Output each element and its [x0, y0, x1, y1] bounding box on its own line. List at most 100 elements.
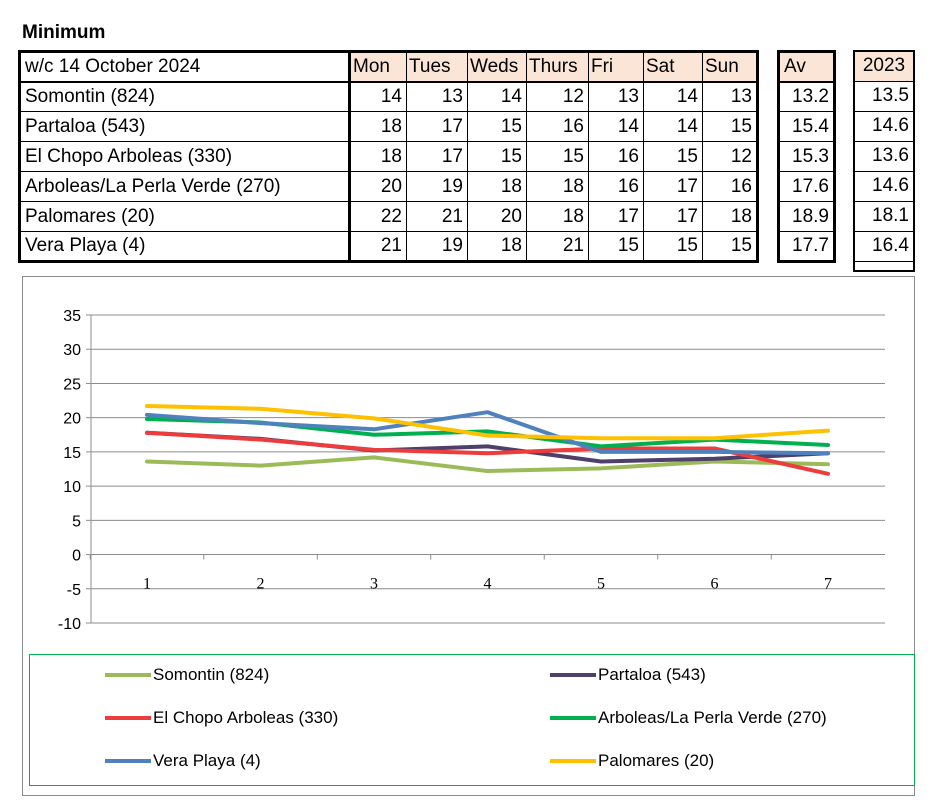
y-tick-label: 15: [63, 445, 81, 462]
temperature-table: w/c 14 October 2024 Mon Tues Weds Thurs …: [18, 50, 759, 263]
average-cell: 15.3: [778, 141, 835, 172]
legend-entry: El Chopo Arboleas (330): [105, 708, 338, 728]
table-row: Palomares (20) 22 21 20 18 17 17 18: [19, 201, 758, 232]
station-name: El Chopo Arboleas (330): [19, 141, 351, 172]
legend-entry: Palomares (20): [550, 751, 714, 771]
temperature-cell: 16: [702, 171, 758, 202]
temperature-cell: 14: [643, 111, 703, 142]
previous-year-cell: 13.6: [853, 140, 915, 172]
temperature-cell: 15: [643, 141, 703, 172]
x-tick-label: 6: [711, 576, 719, 593]
y-tick-label: 5: [72, 513, 81, 530]
legend-swatch: [105, 759, 151, 763]
legend-swatch: [105, 673, 151, 677]
x-tick-label: 4: [484, 576, 492, 593]
day-header: Weds: [467, 51, 527, 83]
table-row: Partaloa (543) 18 17 15 16 14 14 15: [19, 111, 758, 142]
temperature-cell: 17: [588, 201, 644, 232]
legend-swatch: [550, 716, 596, 720]
average-header: Av: [778, 51, 835, 83]
table-row: Somontin (824) 14 13 14 12 13 14 13: [19, 81, 758, 112]
legend-label: Partaloa (543): [598, 665, 706, 684]
temperature-cell: 19: [406, 171, 468, 202]
temperature-cell: 15: [526, 141, 589, 172]
table-row: Arboleas/La Perla Verde (270) 20 19 18 18 16 1…: [19, 171, 758, 202]
station-name: Arboleas/La Perla Verde (270): [19, 171, 351, 202]
temperature-cell: 15: [702, 111, 758, 142]
series-line: [145, 455, 830, 474]
y-tick-label: -10: [58, 616, 81, 633]
previous-year-header: 2023: [853, 50, 915, 82]
average-cell: 13.2: [778, 81, 835, 112]
temperature-cell: 15: [467, 111, 527, 142]
temperature-cell: 14: [349, 81, 407, 112]
previous-year-cell: 13.5: [853, 80, 915, 112]
day-header: Sat: [643, 51, 703, 83]
average-table: Av 13.2 15.4 15.3 17.6 18.9 17.7: [777, 50, 836, 263]
y-tick-label: 35: [63, 308, 81, 325]
legend-entry: Somontin (824): [105, 665, 269, 685]
temperature-cell: 20: [349, 171, 407, 202]
legend-label: Palomares (20): [598, 751, 715, 770]
x-tick-label: 1: [143, 576, 151, 593]
temperature-cell: 14: [643, 81, 703, 112]
temperature-cell: 17: [643, 171, 703, 202]
series-line: [145, 430, 830, 476]
temperature-cell: 20: [467, 201, 527, 232]
x-tick-label: 2: [257, 576, 265, 593]
legend-entry: Partaloa (543): [550, 665, 706, 685]
x-tick-label: 7: [824, 576, 832, 593]
temperature-cell: 18: [702, 201, 758, 232]
x-tick-label: 5: [597, 576, 605, 593]
series-line: [145, 410, 830, 456]
y-tick-label: 20: [63, 411, 81, 428]
temperature-cell: 13: [702, 81, 758, 112]
legend-label: Vera Playa (4): [153, 751, 261, 770]
temperature-cell: 19: [406, 231, 468, 262]
temperature-cell: 17: [643, 201, 703, 232]
temperature-cell: 21: [406, 201, 468, 232]
y-tick-label: 0: [72, 548, 81, 565]
day-header: Sun: [702, 51, 758, 83]
legend-swatch: [550, 673, 596, 677]
temperature-cell: 21: [349, 231, 407, 262]
legend-label: Somontin (824): [153, 665, 270, 684]
legend-label: Arboleas/La Perla Verde (270): [598, 708, 827, 727]
average-cell: 17.7: [778, 231, 835, 262]
temperature-cell: 18: [349, 111, 407, 142]
y-tick-label: 30: [63, 342, 81, 359]
previous-year-cell: 14.6: [853, 170, 915, 202]
average-cell: 15.4: [778, 111, 835, 142]
day-header: Fri: [588, 51, 644, 83]
temperature-cell: 13: [588, 81, 644, 112]
temperature-cell: 12: [702, 141, 758, 172]
series-line: [145, 404, 830, 441]
y-tick-label: 25: [63, 376, 81, 393]
y-tick-label: 10: [63, 479, 81, 496]
temperature-cell: 14: [467, 81, 527, 112]
temperature-cell: 16: [588, 141, 644, 172]
temperature-cell: 22: [349, 201, 407, 232]
temperature-cell: 18: [349, 141, 407, 172]
table-row: El Chopo Arboleas (330) 18 17 15 15 16 15 12: [19, 141, 758, 172]
temperature-cell: 15: [467, 141, 527, 172]
temperature-cell: 14: [588, 111, 644, 142]
station-name: Palomares (20): [19, 201, 351, 232]
previous-year-cell: 18.1: [853, 200, 915, 232]
temperature-cell: 15: [702, 231, 758, 262]
station-name: Vera Playa (4): [19, 231, 351, 262]
temperature-cell: 12: [526, 81, 589, 112]
temperature-cell: 16: [526, 111, 589, 142]
y-tick-label: -5: [67, 582, 81, 599]
temperature-cell: 13: [406, 81, 468, 112]
temperature-cell: 17: [406, 141, 468, 172]
day-header: Mon: [349, 51, 407, 83]
page-title: Minimum: [22, 22, 106, 43]
previous-year-table: 2023 13.5 14.6 13.6 14.6 18.1 16.4: [853, 50, 915, 272]
temperature-cell: 18: [526, 171, 589, 202]
x-tick-label: 3: [370, 576, 378, 593]
week-label: w/c 14 October 2024: [19, 51, 351, 83]
station-name: Somontin (824): [19, 81, 351, 112]
temperature-cell: 16: [588, 171, 644, 202]
legend-swatch: [105, 716, 151, 720]
